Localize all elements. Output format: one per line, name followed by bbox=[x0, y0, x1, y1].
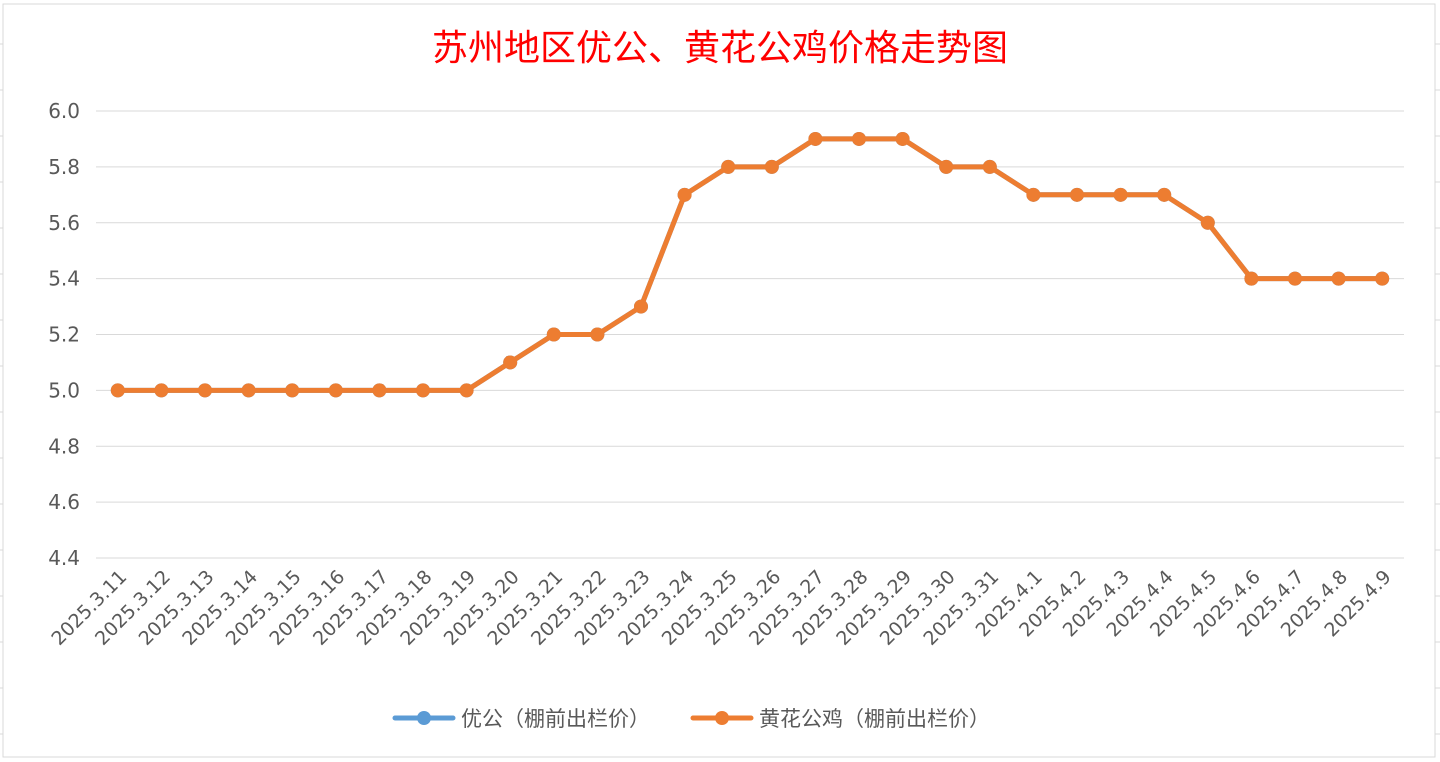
data-point[interactable] bbox=[1288, 271, 1302, 286]
data-point[interactable] bbox=[241, 383, 256, 398]
data-point[interactable] bbox=[110, 383, 125, 398]
y-tick-label: 5.8 bbox=[48, 155, 80, 179]
series-2 bbox=[110, 131, 1390, 398]
data-point[interactable] bbox=[808, 131, 823, 146]
data-point[interactable] bbox=[852, 131, 866, 146]
data-point[interactable] bbox=[1026, 187, 1041, 202]
data-point[interactable] bbox=[721, 159, 736, 174]
data-point[interactable] bbox=[1331, 271, 1346, 286]
data-point[interactable] bbox=[677, 187, 692, 202]
legend-item-2[interactable]: 黄花公鸡（棚前出栏价） bbox=[690, 707, 990, 731]
y-tick-label: 4.6 bbox=[48, 490, 80, 514]
data-point[interactable] bbox=[1375, 271, 1390, 286]
data-point[interactable] bbox=[503, 355, 518, 370]
y-tick-label: 4.8 bbox=[48, 434, 80, 458]
data-point[interactable] bbox=[895, 131, 910, 146]
data-point[interactable] bbox=[285, 383, 300, 398]
data-point[interactable] bbox=[372, 383, 387, 398]
data-point[interactable] bbox=[459, 383, 474, 398]
chart-title: 苏州地区优公、黄花公鸡价格走势图 bbox=[432, 28, 1008, 69]
data-point[interactable] bbox=[764, 159, 779, 174]
y-tick-label: 5.6 bbox=[48, 211, 80, 235]
data-point[interactable] bbox=[154, 383, 169, 398]
data-point[interactable] bbox=[1070, 187, 1084, 202]
legend-item-1[interactable]: 优公（棚前出栏价） bbox=[392, 707, 650, 731]
legend-point-marker bbox=[715, 711, 729, 725]
data-point[interactable] bbox=[939, 159, 954, 174]
data-point[interactable] bbox=[1244, 271, 1259, 286]
chart-area bbox=[2, 3, 1436, 758]
data-point[interactable] bbox=[546, 327, 561, 342]
y-tick-label: 6.0 bbox=[48, 99, 80, 123]
legend-label: 优公（棚前出栏价） bbox=[461, 707, 650, 731]
data-point[interactable] bbox=[1200, 215, 1215, 230]
data-point[interactable] bbox=[198, 383, 212, 398]
legend[interactable]: 优公（棚前出栏价） 黄花公鸡（棚前出栏价） bbox=[392, 707, 990, 731]
data-point[interactable] bbox=[416, 383, 430, 398]
data-point[interactable] bbox=[982, 159, 997, 174]
y-tick-label: 5.0 bbox=[48, 378, 80, 402]
y-tick-label: 5.4 bbox=[48, 267, 80, 291]
y-tick-label: 4.4 bbox=[48, 546, 80, 570]
y-gridlines bbox=[96, 110, 1404, 559]
series-line bbox=[115, 136, 1385, 393]
series-group bbox=[110, 131, 1390, 398]
legend-point-marker bbox=[417, 711, 431, 725]
data-point[interactable] bbox=[328, 383, 343, 398]
data-point[interactable] bbox=[1113, 187, 1128, 202]
data-point[interactable] bbox=[590, 327, 605, 342]
y-tick-label: 5.2 bbox=[48, 323, 80, 347]
y-axis-ticks: 4.4 4.6 4.8 5.0 5.2 5.4 5.6 5.8 6.0 bbox=[48, 99, 80, 570]
legend-label: 黄花公鸡（棚前出栏价） bbox=[759, 707, 990, 731]
data-point[interactable] bbox=[1157, 187, 1172, 202]
data-point[interactable] bbox=[634, 299, 648, 314]
